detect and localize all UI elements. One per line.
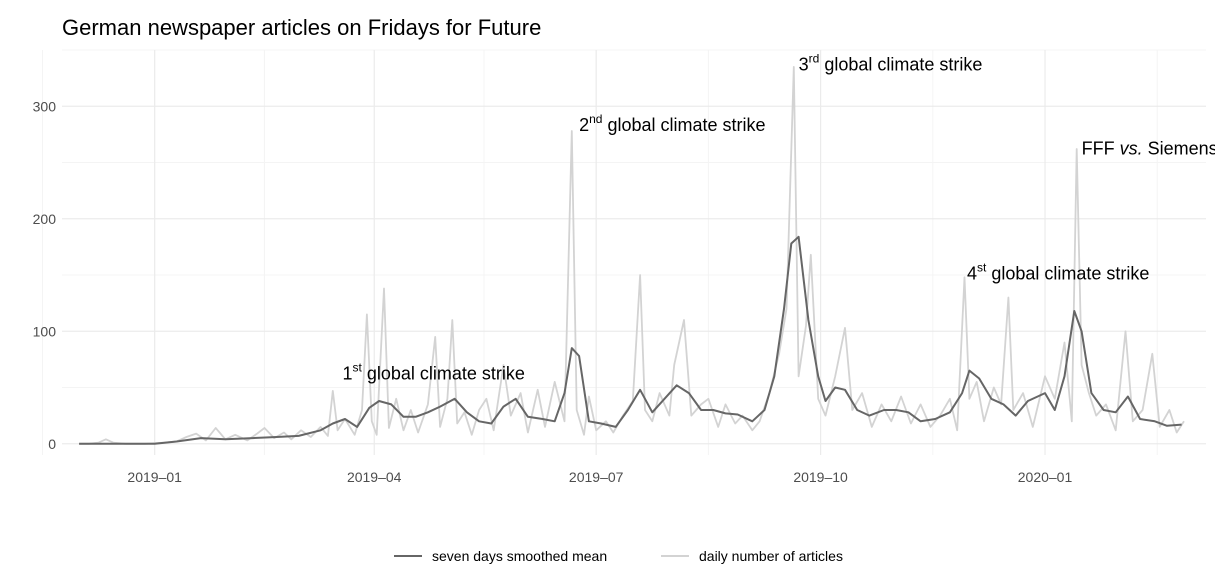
y-tick-label: 200 <box>33 211 57 227</box>
series-layer <box>79 66 1185 445</box>
x-tick-label: 2019–10 <box>793 469 848 485</box>
legend-label: daily number of articles <box>699 548 843 564</box>
x-tick-label: 2019–04 <box>347 469 402 485</box>
legend: seven days smoothed mean daily number of … <box>394 548 843 564</box>
y-tick-label: 100 <box>33 323 57 339</box>
annotation-label: 3rd global climate strike <box>799 51 983 74</box>
daily-articles-line <box>79 66 1185 445</box>
x-tick-label: 2019–01 <box>127 469 182 485</box>
y-tick-label: 0 <box>48 436 56 452</box>
y-tick-label: 300 <box>33 98 57 114</box>
smoothed-mean-line <box>79 235 1182 445</box>
x-tick-label: 2020–01 <box>1018 469 1073 485</box>
chart-title: German newspaper articles on Fridays for… <box>62 15 541 40</box>
axis-layer: 0 100 200 300 2019–01 2019–04 2019–07 2019–10 20… <box>33 98 1073 485</box>
x-tick-label: 2019–07 <box>569 469 624 485</box>
legend-label: seven days smoothed mean <box>432 548 607 564</box>
annotation-label: 2nd global climate strike <box>579 112 765 135</box>
annotation-label: 1st global climate strike <box>343 361 525 384</box>
annotation-label: 4st global climate strike <box>967 261 1149 284</box>
grid <box>41 49 1206 455</box>
annotation-layer: 1st global climate strike 2nd global clim… <box>343 51 1215 383</box>
annotation-label: FFF vs. Siemens <box>1082 139 1215 159</box>
